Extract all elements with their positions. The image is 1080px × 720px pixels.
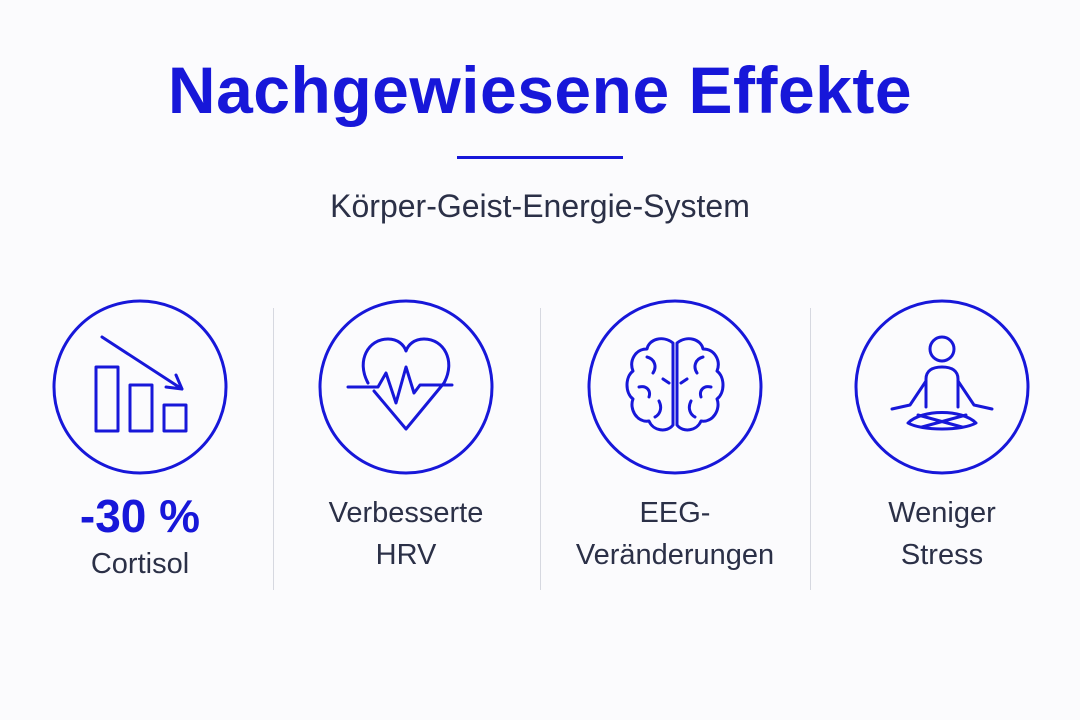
effect-card: EEG- Veränderungen: [540, 297, 810, 576]
divider: [273, 308, 274, 590]
effect-label: Stress: [900, 539, 984, 571]
effect-card: -30 % Cortisol: [5, 297, 275, 585]
cortisol-icon: [52, 299, 228, 475]
meditation-icon: [854, 299, 1030, 475]
effect-label: Cortisol: [90, 548, 190, 580]
effect-card: Weniger Stress: [807, 297, 1077, 576]
eeg-icon: [587, 299, 763, 475]
effect-label: Verbesserte: [328, 497, 484, 529]
effect-card: Verbesserte HRV: [271, 297, 541, 576]
effect-label: Veränderungen: [575, 539, 775, 571]
effect-label: EEG-: [639, 497, 711, 529]
effect-label: HRV: [375, 539, 437, 571]
title: Nachgewiesene Effekte: [167, 53, 913, 127]
title-rule: [457, 156, 623, 159]
effect-value: -30 %: [79, 490, 201, 542]
effect-label: Weniger: [888, 497, 996, 529]
divider: [810, 308, 811, 590]
hrv-icon: [318, 299, 494, 475]
subtitle: Körper-Geist-Energie-System: [330, 188, 750, 224]
divider: [540, 308, 541, 590]
